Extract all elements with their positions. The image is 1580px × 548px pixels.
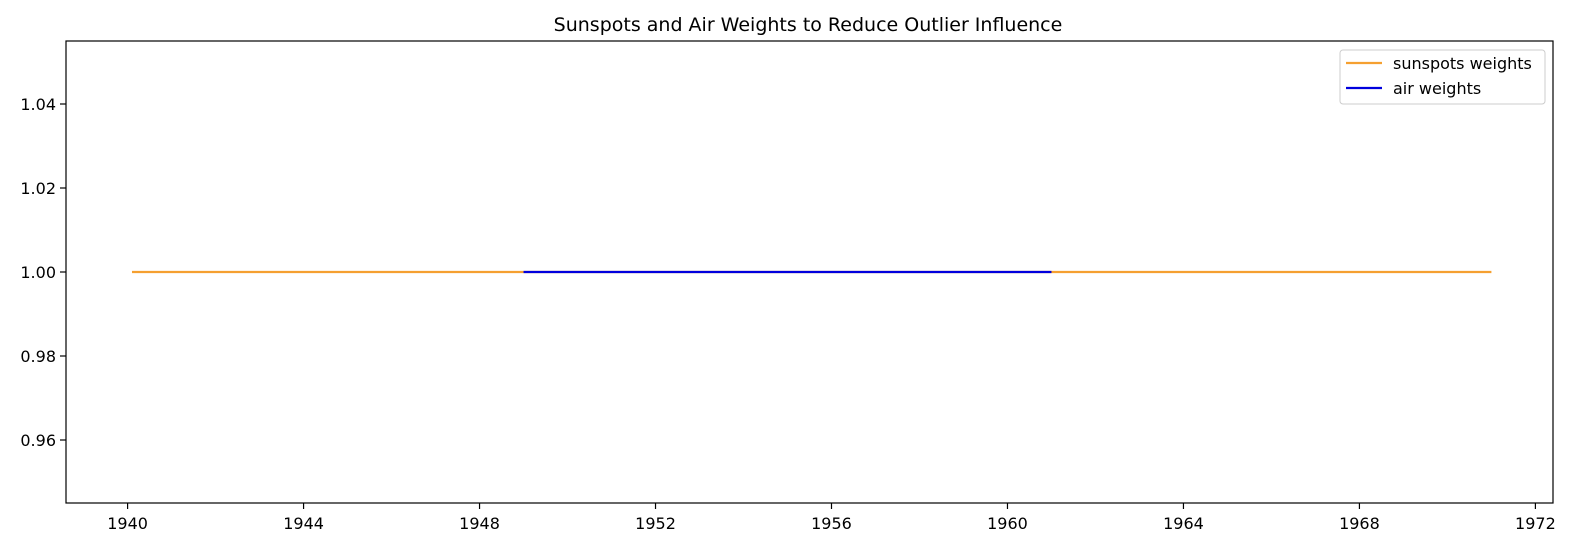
- legend: sunspots weights air weights: [1339, 49, 1546, 105]
- chart-title: Sunspots and Air Weights to Reduce Outli…: [554, 14, 1063, 36]
- y-tick-label: 1.04: [20, 95, 56, 114]
- x-tick-label: 1968: [1339, 514, 1380, 533]
- legend-label-sunspots-weights: sunspots weights: [1393, 54, 1532, 73]
- x-tick-label: 1944: [283, 514, 324, 533]
- x-tick-label: 1940: [107, 514, 148, 533]
- x-tick-label: 1956: [811, 514, 852, 533]
- legend-box: [1339, 49, 1546, 105]
- x-tick-label: 1948: [459, 514, 500, 533]
- y-tick-label: 1.00: [20, 263, 56, 282]
- y-axis-ticks: 0.96 0.98 1.00 1.02 1.04: [20, 95, 66, 450]
- y-tick-label: 0.96: [20, 431, 56, 450]
- x-axis-ticks: 1940 1944 1948 1952 1956 1960 1964 1968 1972: [107, 503, 1556, 533]
- x-tick-label: 1972: [1515, 514, 1556, 533]
- y-tick-label: 0.98: [20, 347, 56, 366]
- y-tick-label: 1.02: [20, 179, 56, 198]
- legend-label-air-weights: air weights: [1393, 79, 1481, 98]
- x-tick-label: 1960: [987, 514, 1028, 533]
- x-tick-label: 1952: [635, 514, 676, 533]
- x-tick-label: 1964: [1163, 514, 1204, 533]
